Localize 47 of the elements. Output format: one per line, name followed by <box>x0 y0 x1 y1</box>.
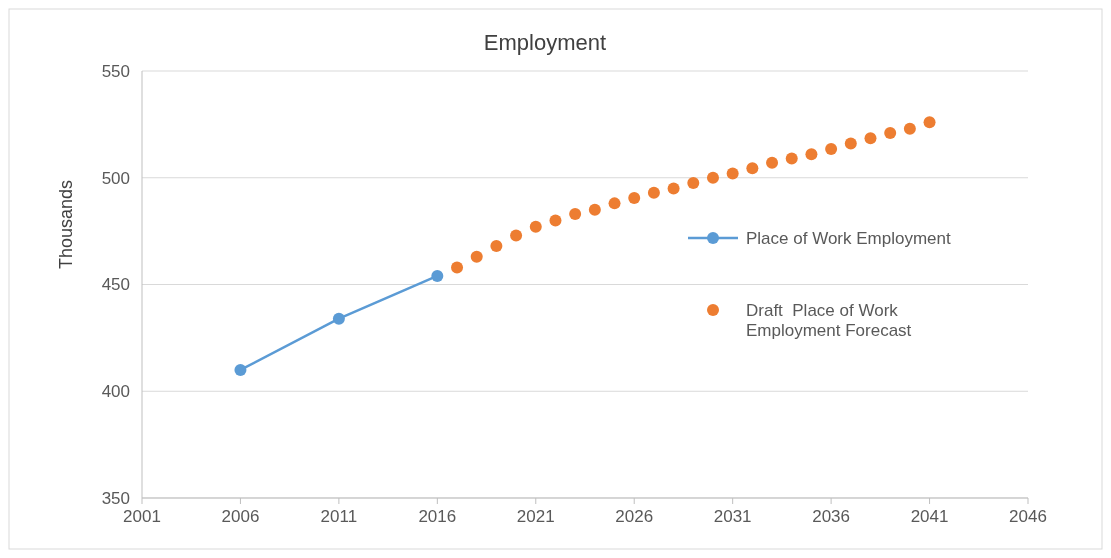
x-tick-label: 2031 <box>713 507 752 526</box>
point <box>864 132 877 145</box>
point <box>726 167 739 180</box>
chart-title: Employment <box>483 30 607 55</box>
y-tick-label: 350 <box>101 488 130 508</box>
point <box>647 186 660 199</box>
x-tick-label: 2041 <box>910 507 949 526</box>
point <box>510 229 523 242</box>
point <box>588 203 601 216</box>
x-tick-label: 2021 <box>516 507 555 526</box>
y-tick-label: 500 <box>101 168 130 188</box>
point <box>805 148 818 161</box>
point <box>470 250 483 263</box>
point <box>608 197 621 210</box>
y-axis-title: Thousands <box>56 179 76 270</box>
point <box>431 269 444 282</box>
point <box>687 177 700 190</box>
point <box>825 142 838 155</box>
x-tick-label: 2011 <box>320 507 358 526</box>
x-tick-label: 2001 <box>123 507 161 526</box>
point <box>884 126 897 139</box>
point <box>746 162 759 175</box>
y-tick-label: 550 <box>101 61 130 81</box>
legend-label: Place of Work Employment <box>746 228 951 248</box>
point <box>628 192 641 205</box>
point <box>332 312 345 325</box>
point <box>766 156 779 169</box>
x-tick-label: 2006 <box>221 507 260 526</box>
x-tick-label: 2026 <box>615 507 654 526</box>
point <box>706 171 719 184</box>
point <box>785 152 798 165</box>
x-tick-label: 2036 <box>812 507 851 526</box>
x-tick-label: 2046 <box>1009 507 1047 526</box>
point <box>844 137 857 150</box>
point <box>490 240 503 253</box>
y-tick-label: 450 <box>101 275 130 295</box>
point <box>529 220 542 233</box>
point <box>549 214 562 227</box>
point <box>451 261 464 274</box>
point <box>903 122 916 135</box>
point <box>234 363 247 376</box>
point <box>923 116 936 129</box>
x-tick-label: 2016 <box>418 507 457 526</box>
point <box>569 208 582 221</box>
point <box>667 182 680 195</box>
y-tick-label: 400 <box>101 382 130 402</box>
legend-label: Draft Place of Work Employment Forecast <box>746 300 912 341</box>
